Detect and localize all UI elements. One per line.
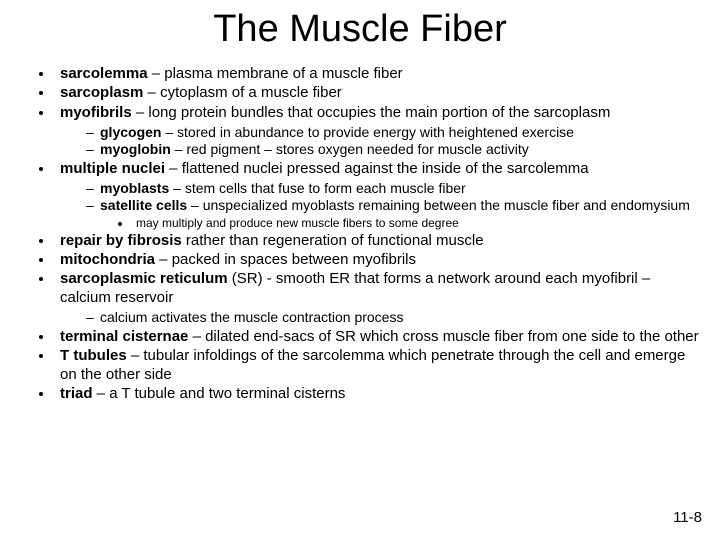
sub-list: glycogen – stored in abundance to provid…: [60, 124, 700, 158]
definition: – stored in abundance to provide energy …: [161, 124, 574, 140]
list-item: triad – a T tubule and two terminal cist…: [54, 385, 700, 403]
slide: The Muscle Fiber sarcolemma – plasma mem…: [0, 0, 720, 540]
definition: – cytoplasm of a muscle fiber: [143, 84, 341, 101]
sub-list-item: myoblasts – stem cells that fuse to form…: [86, 180, 700, 197]
bullet-list: sarcolemma – plasma membrane of a muscle…: [20, 65, 700, 403]
definition: rather than regeneration of functional m…: [182, 232, 484, 249]
list-item: myofibrils – long protein bundles that o…: [54, 104, 700, 158]
definition: – red pigment – stores oxygen needed for…: [171, 141, 529, 157]
page-number: 11-8: [673, 509, 702, 526]
list-item: terminal cisternae – dilated end-sacs of…: [54, 328, 700, 346]
list-item: repair by fibrosis rather than regenerat…: [54, 232, 700, 250]
definition: – flattened nuclei pressed against the i…: [165, 160, 589, 177]
term: repair by fibrosis: [60, 232, 182, 249]
term: sarcolemma: [60, 65, 148, 82]
term: myoglobin: [100, 141, 171, 157]
definition: – tubular infoldings of the sarcolemma w…: [60, 347, 685, 382]
sub-list-item: satellite cells – unspecialized myoblast…: [86, 197, 700, 229]
sub-list-item: calcium activates the muscle contraction…: [86, 309, 700, 326]
definition: – a T tubule and two terminal cisterns: [93, 385, 346, 402]
term: T tubules: [60, 347, 127, 364]
term: triad: [60, 385, 93, 402]
definition: – stem cells that fuse to form each musc…: [169, 180, 465, 196]
list-item: T tubules – tubular infoldings of the sa…: [54, 347, 700, 384]
definition: – dilated end-sacs of SR which cross mus…: [188, 328, 698, 345]
sub-list: calcium activates the muscle contraction…: [60, 309, 700, 326]
term: terminal cisternae: [60, 328, 188, 345]
sub-sub-list: may multiply and produce new muscle fibe…: [100, 216, 700, 230]
term: mitochondria: [60, 251, 155, 268]
sub-list: myoblasts – stem cells that fuse to form…: [60, 180, 700, 230]
list-item: multiple nuclei – flattened nuclei press…: [54, 160, 700, 230]
term: sarcoplasmic reticulum: [60, 270, 228, 287]
sub-list-item: glycogen – stored in abundance to provid…: [86, 124, 700, 141]
list-item: sarcoplasm – cytoplasm of a muscle fiber: [54, 84, 700, 102]
list-item: sarcolemma – plasma membrane of a muscle…: [54, 65, 700, 83]
slide-title: The Muscle Fiber: [20, 8, 700, 51]
term: myoblasts: [100, 180, 169, 196]
list-item: sarcoplasmic reticulum (SR) - smooth ER …: [54, 270, 700, 326]
term: satellite cells: [100, 197, 187, 213]
definition: – unspecialized myoblasts remaining betw…: [187, 197, 690, 213]
sub-sub-list-item: may multiply and produce new muscle fibe…: [132, 216, 700, 230]
list-item: mitochondria – packed in spaces between …: [54, 251, 700, 269]
term: multiple nuclei: [60, 160, 165, 177]
term: glycogen: [100, 124, 161, 140]
term: sarcoplasm: [60, 84, 143, 101]
definition: – plasma membrane of a muscle fiber: [148, 65, 403, 82]
term: myofibrils: [60, 104, 132, 121]
definition: calcium activates the muscle contraction…: [100, 309, 403, 325]
definition: – long protein bundles that occupies the…: [132, 104, 611, 121]
definition: – packed in spaces between myofibrils: [155, 251, 416, 268]
sub-list-item: myoglobin – red pigment – stores oxygen …: [86, 141, 700, 158]
